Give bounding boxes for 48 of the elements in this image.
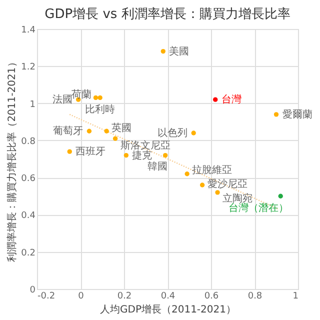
annotation: 愛沙尼亞: [207, 178, 248, 190]
annotation: 法國: [52, 94, 72, 106]
point: [278, 194, 283, 198]
x-tick-label: 0.8: [248, 292, 262, 302]
point: [98, 95, 102, 100]
y-tick-label: 1.2: [21, 62, 36, 73]
annotation: 美國: [169, 45, 190, 58]
x-axis-title: 人均GDP增長（2011-2021）: [100, 304, 236, 316]
point: [93, 95, 98, 100]
y-axis-title: 利潤率增長：購買力增長比率（2011-2021）: [6, 57, 18, 262]
x-tick-label: 0.4: [160, 292, 176, 302]
annotation: 捷克: [132, 149, 152, 162]
chart-title: GDP增長 vs 利潤率增長：購買力增長比率: [44, 6, 290, 22]
annotation: 韓國: [147, 160, 168, 172]
point: [67, 149, 72, 154]
annotation: 西班牙: [76, 146, 106, 158]
annotation: 拉脫維亞: [192, 164, 232, 176]
point: [104, 128, 109, 134]
annotation: 荷蘭: [72, 88, 92, 101]
annotation: 愛爾蘭: [282, 108, 312, 120]
point: [162, 152, 168, 158]
x-tick-label: 0.6: [204, 292, 219, 302]
annotation: 比利時: [85, 104, 116, 116]
annotation: 葡萄牙: [53, 125, 84, 138]
y-tick-label: 0.2: [21, 248, 36, 258]
point: [191, 130, 196, 136]
y-tick-label: 1: [30, 100, 36, 110]
x-tick-label: -0.2: [38, 292, 56, 302]
point: [274, 112, 279, 117]
point: [215, 190, 220, 195]
point: [112, 136, 118, 141]
point: [86, 128, 92, 134]
annotation: 台灣: [221, 94, 242, 106]
x-tick-label: 1: [292, 292, 298, 302]
point: [124, 152, 129, 158]
y-tick-label: 0.6: [21, 174, 36, 184]
annotation: 以色列: [158, 127, 188, 139]
point: [184, 172, 190, 176]
annotation: 英國: [112, 122, 132, 134]
y-tick-label: 1.4: [21, 26, 36, 36]
y-tick-label: 0.4: [21, 211, 36, 222]
x-tick-label: 0: [78, 292, 84, 302]
y-tick-label: 0.8: [21, 136, 36, 147]
annotation: 台灣（潛在）: [228, 202, 289, 214]
x-tick-label: 0.2: [117, 292, 132, 302]
point: [200, 182, 205, 188]
point: [213, 97, 218, 102]
point: [160, 48, 166, 54]
